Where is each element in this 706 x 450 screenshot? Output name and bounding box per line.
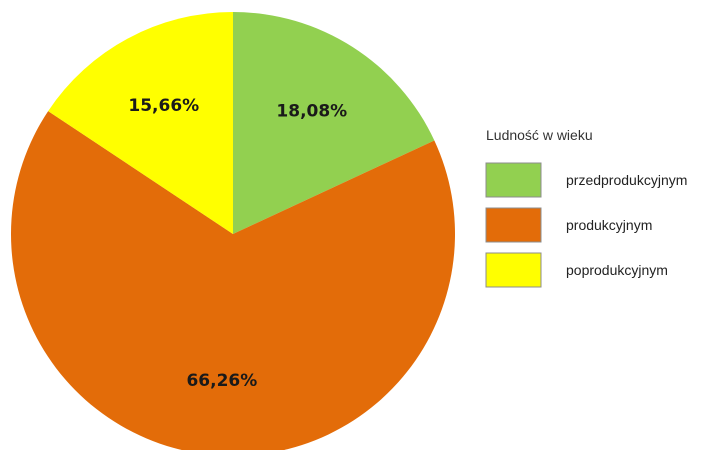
legend-swatch-poprodukcyjnym [485,252,542,288]
legend-swatch-produkcyjnym [485,207,542,243]
pie-slice-przedprodukcyjnym [233,12,435,234]
slice-label-przedprodukcyjnym: 18,08% [276,101,347,121]
legend-label-produkcyjnym: produkcyjnym [566,217,652,233]
pie-slice-labels: 18,08% 66,26% 15,66% [128,96,347,391]
pie-slice-poprodukcyjnym [48,12,233,234]
legend-label-poprodukcyjnym: poprodukcyjnym [566,262,668,278]
legend: Ludność w wieku przedprodukcyjnym produkc… [485,127,687,288]
pie-slices [11,12,455,450]
slice-label-poprodukcyjnym: 15,66% [128,96,199,116]
pie-slice-produkcyjnym [11,111,455,450]
legend-label-przedprodukcyjnym: przedprodukcyjnym [566,172,687,188]
legend-swatch-przedprodukcyjnym [485,162,542,198]
slice-label-produkcyjnym: 66,26% [186,371,257,391]
legend-title: Ludność w wieku [486,127,593,143]
